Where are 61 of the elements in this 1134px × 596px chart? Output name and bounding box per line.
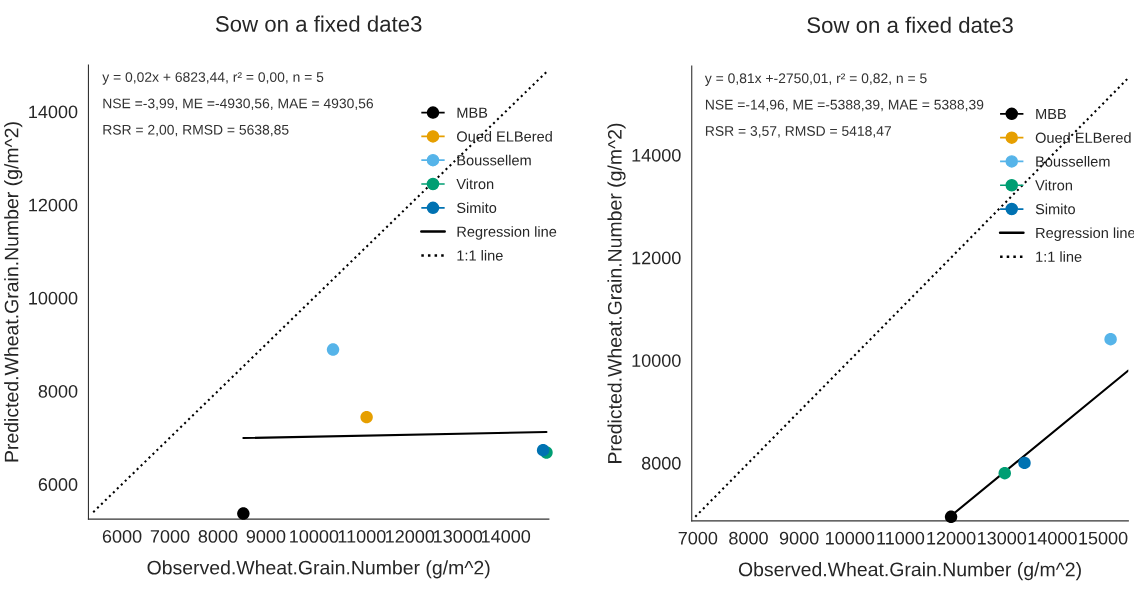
- point: [237, 507, 250, 520]
- annotation: NSE =-3,99, ME =-4930,56, MAE = 4930,56: [103, 98, 374, 110]
- x-tick-label: 9000: [246, 530, 286, 543]
- annotation: NSE =-14,96, ME =-5388,39, MAE = 5388,39: [705, 99, 984, 112]
- y-axis-title: Predicted.Wheat.Grain.Number (g/m^2): [607, 123, 626, 463]
- y-tick-label: 8000: [38, 384, 78, 398]
- annotation: RSR = 2,00, RMSD = 5638,85: [103, 124, 289, 137]
- annotation: y = 0,81x +-2750,01, r² = 0,82, n = 5: [704, 73, 927, 86]
- y-axis-title: Predicted.Wheat.Grain.Number (g/m^2): [4, 122, 23, 462]
- legend-label: Simito: [456, 202, 497, 214]
- x-tick-label: 11000: [338, 530, 386, 543]
- x-tick-label: 14000: [481, 530, 531, 543]
- legend-label: Oued ELBered: [1035, 132, 1131, 143]
- legend-label: Vitron: [1035, 179, 1072, 191]
- point: [536, 443, 550, 457]
- point: [944, 510, 958, 524]
- legend-label: Boussellem: [1036, 155, 1110, 167]
- x-axis-title: Observed.Wheat.Grain.Number (g/m^2): [147, 560, 490, 579]
- x-tick-label: 13000: [434, 530, 483, 543]
- y-tick-label: 12000: [29, 198, 78, 212]
- legend-label: Regression line: [1036, 227, 1134, 241]
- y-tick-label: 10000: [632, 354, 681, 367]
- chart-title: Sow on a fixed date3: [807, 16, 1013, 34]
- legend-label: MBB: [1036, 108, 1066, 119]
- legend-label: Simito: [1035, 203, 1075, 215]
- y-tick-label: 8000: [641, 456, 681, 470]
- legend-label: Regression line: [457, 226, 557, 240]
- y-tick-label: 12000: [632, 251, 681, 265]
- x-tick-label: 7000: [678, 531, 718, 545]
- legend-label: 1:1 line: [457, 249, 503, 261]
- x-tick-label: 11000: [877, 531, 925, 545]
- x-tick-label: 10000: [290, 530, 339, 543]
- legend-label: Vitron: [456, 178, 494, 190]
- legend-label: MBB: [457, 107, 488, 118]
- x-tick-label: 12000: [927, 531, 976, 545]
- x-axis-title: Observed.Wheat.Grain.Number (g/m^2): [738, 562, 1081, 581]
- legend-label: Oued ELBered: [457, 130, 552, 142]
- x-tick-label: 12000: [386, 530, 435, 543]
- y-tick-label: 14000: [29, 105, 78, 119]
- point: [1018, 456, 1031, 470]
- y-tick-label: 14000: [632, 148, 681, 162]
- x-tick-label: 6000: [102, 530, 142, 543]
- point: [360, 410, 373, 424]
- x-tick-label: 14000: [1028, 531, 1077, 545]
- x-tick-label: 7000: [150, 530, 190, 543]
- y-tick-label: 6000: [38, 478, 78, 491]
- legend-label: 1:1 line: [1036, 251, 1082, 262]
- legend-label: Boussellem: [457, 154, 531, 166]
- point: [326, 343, 340, 356]
- x-tick-label: 9000: [779, 531, 819, 545]
- x-tick-label: 10000: [826, 531, 875, 545]
- chart-title: Sow on a fixed date3: [215, 15, 422, 32]
- point: [998, 466, 1011, 480]
- annotation: y = 0,02x + 6823,44, r² = 0,00, n = 5: [102, 72, 324, 85]
- x-tick-label: 8000: [198, 530, 238, 543]
- x-tick-label: 13000: [977, 531, 1027, 545]
- y-tick-label: 10000: [29, 291, 78, 305]
- x-tick-label: 8000: [729, 531, 768, 545]
- annotation: RSR = 3,57, RMSD = 5418,47: [705, 126, 891, 138]
- point: [1104, 333, 1117, 346]
- x-tick-label: 15000: [1079, 531, 1128, 545]
